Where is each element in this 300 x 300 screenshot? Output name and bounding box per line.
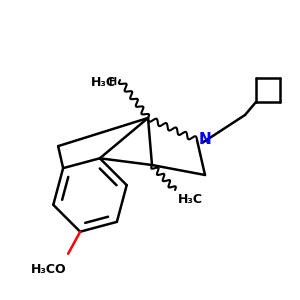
Text: H₃CO: H₃CO (31, 263, 66, 276)
Text: H₃C: H₃C (178, 193, 203, 206)
Text: H₃C: H₃C (91, 76, 116, 88)
Text: H: H (108, 77, 116, 87)
Text: N: N (199, 133, 212, 148)
